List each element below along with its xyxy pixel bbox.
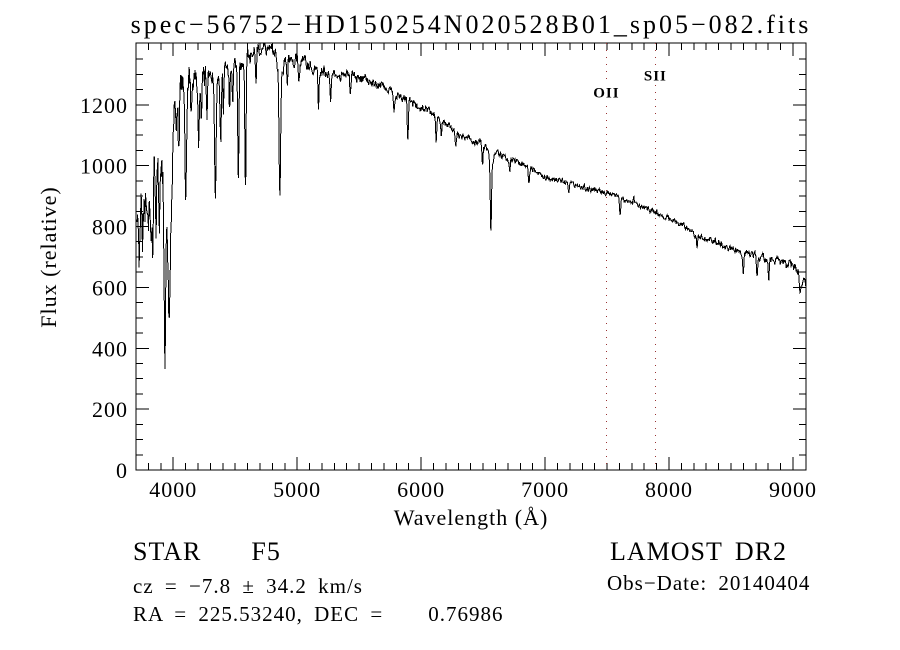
x-tick-label: 7000: [521, 477, 569, 502]
reference-line-label: SII: [644, 68, 667, 84]
y-tick-label: 800: [92, 215, 128, 240]
x-axis-title: Wavelength (Å): [394, 505, 549, 530]
y-tick-label: 600: [92, 275, 128, 300]
cz-value: cz = −7.8 ± 34.2 km/s: [133, 574, 363, 598]
reference-line-label: OII: [593, 86, 619, 102]
x-tick-label: 6000: [397, 477, 445, 502]
y-tick-label: 400: [92, 336, 128, 361]
reference-label-backing: [638, 67, 673, 84]
spectrum-line: [136, 42, 807, 369]
plot-title: spec−56752−HD150254N020528B01_sp05−082.f…: [131, 10, 812, 39]
x-tick-label: 4000: [149, 477, 197, 502]
plot-axes-and-data: 4000 5000 6000 7000 8000 9000 0 200 400 600 800 100…: [80, 42, 817, 502]
y-tick-label: 0: [116, 458, 128, 483]
y-tick-label: 1000: [80, 154, 128, 179]
object-class-label: STAR F5: [133, 537, 281, 566]
y-axis-title: Flux (relative): [36, 186, 61, 327]
x-tick-label: 9000: [769, 477, 817, 502]
y-tick-label: 200: [92, 397, 128, 422]
x-tick-label: 5000: [273, 477, 321, 502]
x-tick-label: 8000: [645, 477, 693, 502]
y-tick-label: 1200: [80, 93, 128, 118]
ra-dec-value: RA = 225.53240, DEC = 0.76986: [133, 602, 504, 626]
reference-label-backing: [589, 84, 624, 101]
obs-date-value: Obs−Date: 20140404: [607, 571, 811, 595]
plot-frame: [135, 42, 807, 471]
survey-release-label: LAMOST DR2: [610, 537, 788, 566]
